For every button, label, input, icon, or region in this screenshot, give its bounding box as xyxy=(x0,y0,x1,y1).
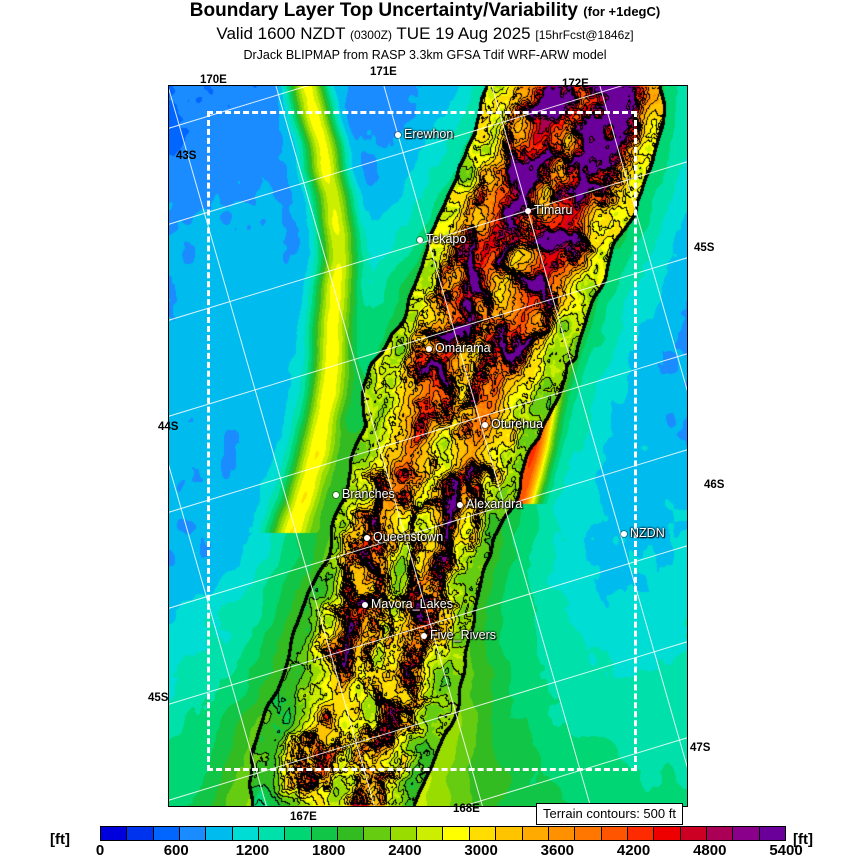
colorbar-swatch xyxy=(364,827,391,840)
colorbar-swatch xyxy=(680,827,707,840)
terrain-contour-legend: Terrain contours: 500 ft xyxy=(536,803,683,825)
colorbar-gradient[interactable] xyxy=(100,826,786,841)
colorbar-swatch xyxy=(654,827,681,840)
colorbar-tick: 1800 xyxy=(311,842,346,859)
longitude-label: 172E xyxy=(562,78,589,90)
colorbar-swatch xyxy=(548,827,576,840)
latitude-label: 44S xyxy=(158,421,179,433)
colorbar-swatch xyxy=(311,827,339,840)
title-suffix: (for +1degC) xyxy=(583,4,661,19)
terrain-legend-text: Terrain contours: 500 ft xyxy=(543,806,676,821)
colorbar-tick: 4200 xyxy=(616,842,651,859)
title-block: Boundary Layer Top Uncertainty/Variabili… xyxy=(0,0,850,64)
colorbar-swatch xyxy=(338,827,365,840)
colorbar-tick: 3600 xyxy=(540,842,575,859)
latitude-label: 43S xyxy=(176,150,197,162)
colorbar-tick: 4800 xyxy=(693,842,727,859)
colorbar-unit-right: [ft] xyxy=(793,831,813,848)
colorbar-swatch xyxy=(627,827,655,840)
colorbar-swatch xyxy=(469,827,497,840)
latitude-label: 45S xyxy=(148,692,169,704)
colorbar-swatch xyxy=(259,827,286,840)
forecast-hour: [15hrFcst@1846z] xyxy=(535,28,634,42)
colorbar-swatch xyxy=(417,827,444,840)
model-source: DrJack BLIPMAP from RASP 3.3km GFSA Tdif… xyxy=(243,48,607,62)
weather-map[interactable]: Erewhon Timaru Tekapo Omarama Oturehua Branch… xyxy=(168,85,688,807)
colorbar-tick: 600 xyxy=(163,842,189,859)
colorbar-unit-left: [ft] xyxy=(50,831,70,848)
colorbar-swatch xyxy=(601,827,628,840)
latitude-label: 47S xyxy=(690,742,711,754)
latitude-label: 45S xyxy=(694,242,715,254)
page-title: Boundary Layer Top Uncertainty/Variabili… xyxy=(0,0,850,23)
colorbar-swatch xyxy=(232,827,260,840)
colorbar-tick: 2400 xyxy=(388,842,422,859)
longitude-label: 170E xyxy=(200,74,227,86)
colorbar-swatch xyxy=(101,827,128,840)
valid-time-line: Valid 1600 NZDT (0300Z) TUE 19 Aug 2025 … xyxy=(0,23,850,46)
map-raster xyxy=(169,86,687,806)
colorbar-tick-labels: 0 600 1200 1800 2400 3000 3600 4200 4800 5400 xyxy=(96,842,803,860)
title-main: Boundary Layer Top Uncertainty/Variabili… xyxy=(189,0,578,21)
colorbar-swatch xyxy=(496,827,523,840)
colorbar-tick: 5400 xyxy=(769,842,803,859)
colorbar-swatch xyxy=(206,827,233,840)
colorbar-tick: 1200 xyxy=(235,842,270,859)
colorbar-swatch xyxy=(706,827,734,840)
colorbar-swatch xyxy=(180,827,207,840)
colorbar-swatch xyxy=(443,827,470,840)
colorbar-swatch xyxy=(285,827,312,840)
colorbar-swatch xyxy=(759,827,785,840)
longitude-label: 167E xyxy=(290,811,317,823)
colorbar-tick: 0 xyxy=(95,842,105,859)
colorbar-swatch xyxy=(390,827,418,840)
valid-time: Valid 1600 NZDT xyxy=(216,24,346,43)
colorbar-swatch xyxy=(127,827,154,840)
longitude-label: 171E xyxy=(370,66,397,78)
valid-date: TUE 19 Aug 2025 xyxy=(396,24,531,43)
colorbar-swatch xyxy=(575,827,602,840)
colorbar-swatch xyxy=(522,827,549,840)
latitude-label: 46S xyxy=(704,479,725,491)
longitude-label: 168E xyxy=(453,803,480,815)
colorbar-section: [ft] 0 600 1200 1800 2400 3000 3600 4200 4800 540… xyxy=(0,826,850,860)
colorbar-swatch xyxy=(153,827,181,840)
colorbar-swatch xyxy=(733,827,760,840)
colorbar-tick: 3000 xyxy=(464,842,498,859)
valid-time-zulu: (0300Z) xyxy=(349,28,392,42)
